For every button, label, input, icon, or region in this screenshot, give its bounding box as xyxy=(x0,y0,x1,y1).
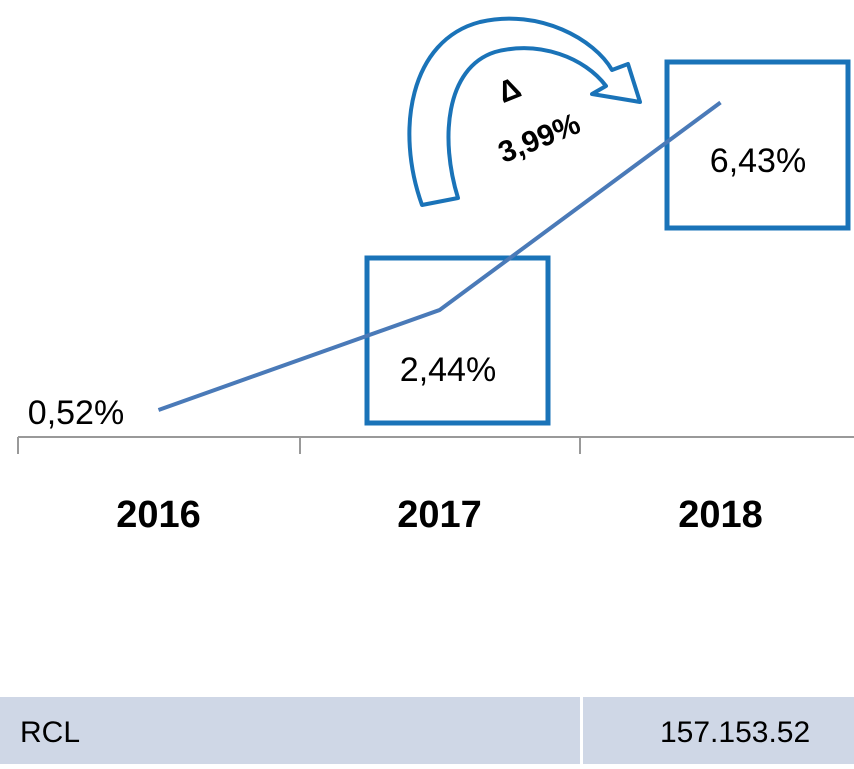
x-tick-label: 2017 xyxy=(397,494,482,536)
data-label: 2,44% xyxy=(400,351,496,389)
delta-value: 3,99% xyxy=(494,107,585,169)
delta-arrow xyxy=(407,16,642,207)
highlight-box xyxy=(664,59,851,231)
data-line xyxy=(157,100,722,412)
data-label: 0,52% xyxy=(28,394,124,432)
data-label: 6,43% xyxy=(710,142,806,180)
table-value: 157.153.52 xyxy=(660,716,810,749)
table-cell xyxy=(583,697,854,764)
highlight-box xyxy=(364,255,551,426)
x-tick-label: 2018 xyxy=(678,494,763,536)
x-tick-label: 2016 xyxy=(116,494,201,536)
table-cell xyxy=(0,697,580,764)
table-label: RCL xyxy=(20,716,80,749)
delta-symbol: Δ xyxy=(493,71,525,110)
